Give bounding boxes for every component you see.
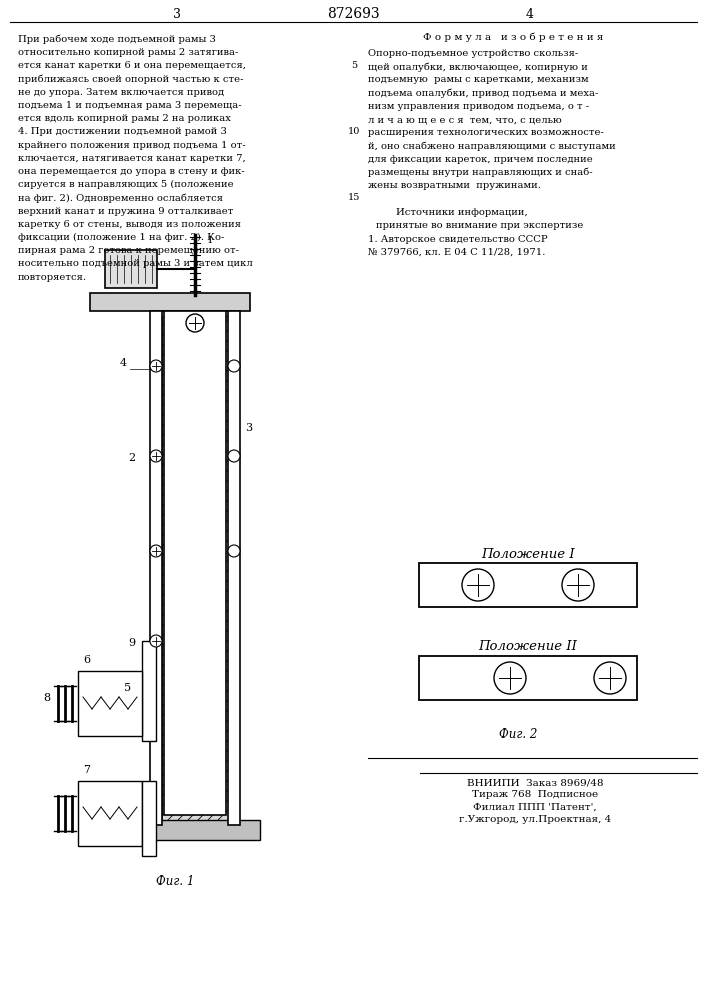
Text: жены возвратными  пружинами.: жены возвратными пружинами. <box>368 181 541 190</box>
Text: Тираж 768  Подписное: Тираж 768 Подписное <box>472 790 598 799</box>
Text: она перемещается до упора в стену и фик-: она перемещается до упора в стену и фик- <box>18 167 245 176</box>
Text: ется канат каретки 6 и она перемещается,: ется канат каретки 6 и она перемещается, <box>18 61 246 70</box>
Text: Опорно-подъемное устройство скользя-: Опорно-подъемное устройство скользя- <box>368 49 578 58</box>
Text: подъема 1 и подъемная рама 3 перемеща-: подъема 1 и подъемная рама 3 перемеща- <box>18 101 242 110</box>
Circle shape <box>562 569 594 601</box>
Text: 1: 1 <box>207 236 214 245</box>
Text: 4. При достижении подъемной рамой 3: 4. При достижении подъемной рамой 3 <box>18 127 227 136</box>
Text: каретку 6 от стены, выводя из положения: каретку 6 от стены, выводя из положения <box>18 220 241 229</box>
Text: 3: 3 <box>173 7 181 20</box>
Circle shape <box>186 314 204 332</box>
Text: приближаясь своей опорной частью к сте-: приближаясь своей опорной частью к сте- <box>18 75 243 84</box>
Text: Источники информации,: Источники информации, <box>396 208 527 217</box>
Text: Положение II: Положение II <box>479 640 578 653</box>
Text: 7: 7 <box>83 765 90 775</box>
Text: размещены внутри направляющих и снаб-: размещены внутри направляющих и снаб- <box>368 168 592 177</box>
Text: г.Ужгород, ул.Проектная, 4: г.Ужгород, ул.Проектная, 4 <box>459 815 611 824</box>
Bar <box>150 311 162 825</box>
Circle shape <box>228 450 240 462</box>
Bar <box>164 311 226 815</box>
Text: 10: 10 <box>348 127 360 136</box>
Circle shape <box>150 635 162 647</box>
Text: крайнего положения привод подъема 1 от-: крайнего положения привод подъема 1 от- <box>18 141 245 150</box>
Text: относительно копирной рамы 2 затягива-: относительно копирной рамы 2 затягива- <box>18 48 238 57</box>
Text: повторяется.: повторяется. <box>18 273 87 282</box>
Circle shape <box>462 569 494 601</box>
Bar <box>419 656 637 700</box>
Text: принятые во внимание при экспертизе: принятые во внимание при экспертизе <box>376 221 583 230</box>
Text: Фиг. 2: Фиг. 2 <box>499 728 537 741</box>
Bar <box>78 781 142 846</box>
Text: Филиал ППП 'Патент',: Филиал ППП 'Патент', <box>473 803 597 812</box>
Text: Фиг. 1: Фиг. 1 <box>156 875 194 888</box>
Bar <box>142 641 156 741</box>
Text: При рабочем ходе подъемной рамы 3: При рабочем ходе подъемной рамы 3 <box>18 35 216 44</box>
Text: ется вдоль копирной рамы 2 на роликах: ется вдоль копирной рамы 2 на роликах <box>18 114 231 123</box>
Text: фиксации (положение 1 на фиг. 2). Ко-: фиксации (положение 1 на фиг. 2). Ко- <box>18 233 224 242</box>
Bar <box>78 671 142 736</box>
Bar <box>228 311 240 825</box>
Text: расширения технологических возможносте-: расширения технологических возможносте- <box>368 128 604 137</box>
Text: 1. Авторское свидетельство СССР: 1. Авторское свидетельство СССР <box>368 235 548 244</box>
Circle shape <box>150 360 162 372</box>
Text: 15: 15 <box>348 193 360 202</box>
Text: щей опалубки, включающее, копирную и: щей опалубки, включающее, копирную и <box>368 62 588 72</box>
Bar <box>90 293 250 311</box>
Text: верхний канат и пружина 9 отталкивает: верхний канат и пружина 9 отталкивает <box>18 207 233 216</box>
Text: подъемную  рамы с каретками, механизм: подъемную рамы с каретками, механизм <box>368 75 589 84</box>
Text: ВНИИПИ  Заказ 8969/48: ВНИИПИ Заказ 8969/48 <box>467 778 603 787</box>
Text: 5: 5 <box>124 683 131 693</box>
Text: 872693: 872693 <box>327 7 380 21</box>
Text: Ф о р м у л а   и з о б р е т е н и я: Ф о р м у л а и з о б р е т е н и я <box>423 32 603 41</box>
Text: 4: 4 <box>526 7 534 20</box>
Circle shape <box>228 545 240 557</box>
Bar <box>105 250 157 288</box>
Text: подъема опалубки, привод подъема и меха-: подъема опалубки, привод подъема и меха- <box>368 89 598 98</box>
Circle shape <box>228 360 240 372</box>
Circle shape <box>150 450 162 462</box>
Text: не до упора. Затем включается привод: не до упора. Затем включается привод <box>18 88 224 97</box>
Text: 4: 4 <box>120 358 127 368</box>
Text: 6: 6 <box>83 655 90 665</box>
Text: 8: 8 <box>43 693 50 703</box>
Text: ключается, натягивается канат каретки 7,: ключается, натягивается канат каретки 7, <box>18 154 246 163</box>
Text: й, оно снабжено направляющими с выступами: й, оно снабжено направляющими с выступам… <box>368 141 616 151</box>
Text: низм управления приводом подъема, о т -: низм управления приводом подъема, о т - <box>368 102 589 111</box>
Text: 2: 2 <box>128 453 135 463</box>
Text: л и ч а ю щ е е с я  тем, что, с целью: л и ч а ю щ е е с я тем, что, с целью <box>368 115 562 124</box>
Text: Положение I: Положение I <box>481 548 575 561</box>
Circle shape <box>150 545 162 557</box>
Bar <box>419 563 637 607</box>
Text: носительно подъемной рамы 3 и затем цикл: носительно подъемной рамы 3 и затем цикл <box>18 259 252 268</box>
Bar <box>142 781 156 856</box>
Text: на фиг. 2). Одновременно ослабляется: на фиг. 2). Одновременно ослабляется <box>18 193 223 203</box>
Circle shape <box>494 662 526 694</box>
Text: пирная рама 2 готова к перемещению от-: пирная рама 2 готова к перемещению от- <box>18 246 239 255</box>
Circle shape <box>594 662 626 694</box>
Text: № 379766, кл. Е 04 С 11/28, 1971.: № 379766, кл. Е 04 С 11/28, 1971. <box>368 247 545 256</box>
Text: 3: 3 <box>245 423 252 433</box>
Bar <box>130 820 260 840</box>
Bar <box>162 316 228 820</box>
Text: 5: 5 <box>351 61 357 70</box>
Text: для фиксации кареток, причем последние: для фиксации кареток, причем последние <box>368 155 592 164</box>
Text: 9: 9 <box>128 638 135 648</box>
Text: сируется в направляющих 5 (положение: сируется в направляющих 5 (положение <box>18 180 233 189</box>
